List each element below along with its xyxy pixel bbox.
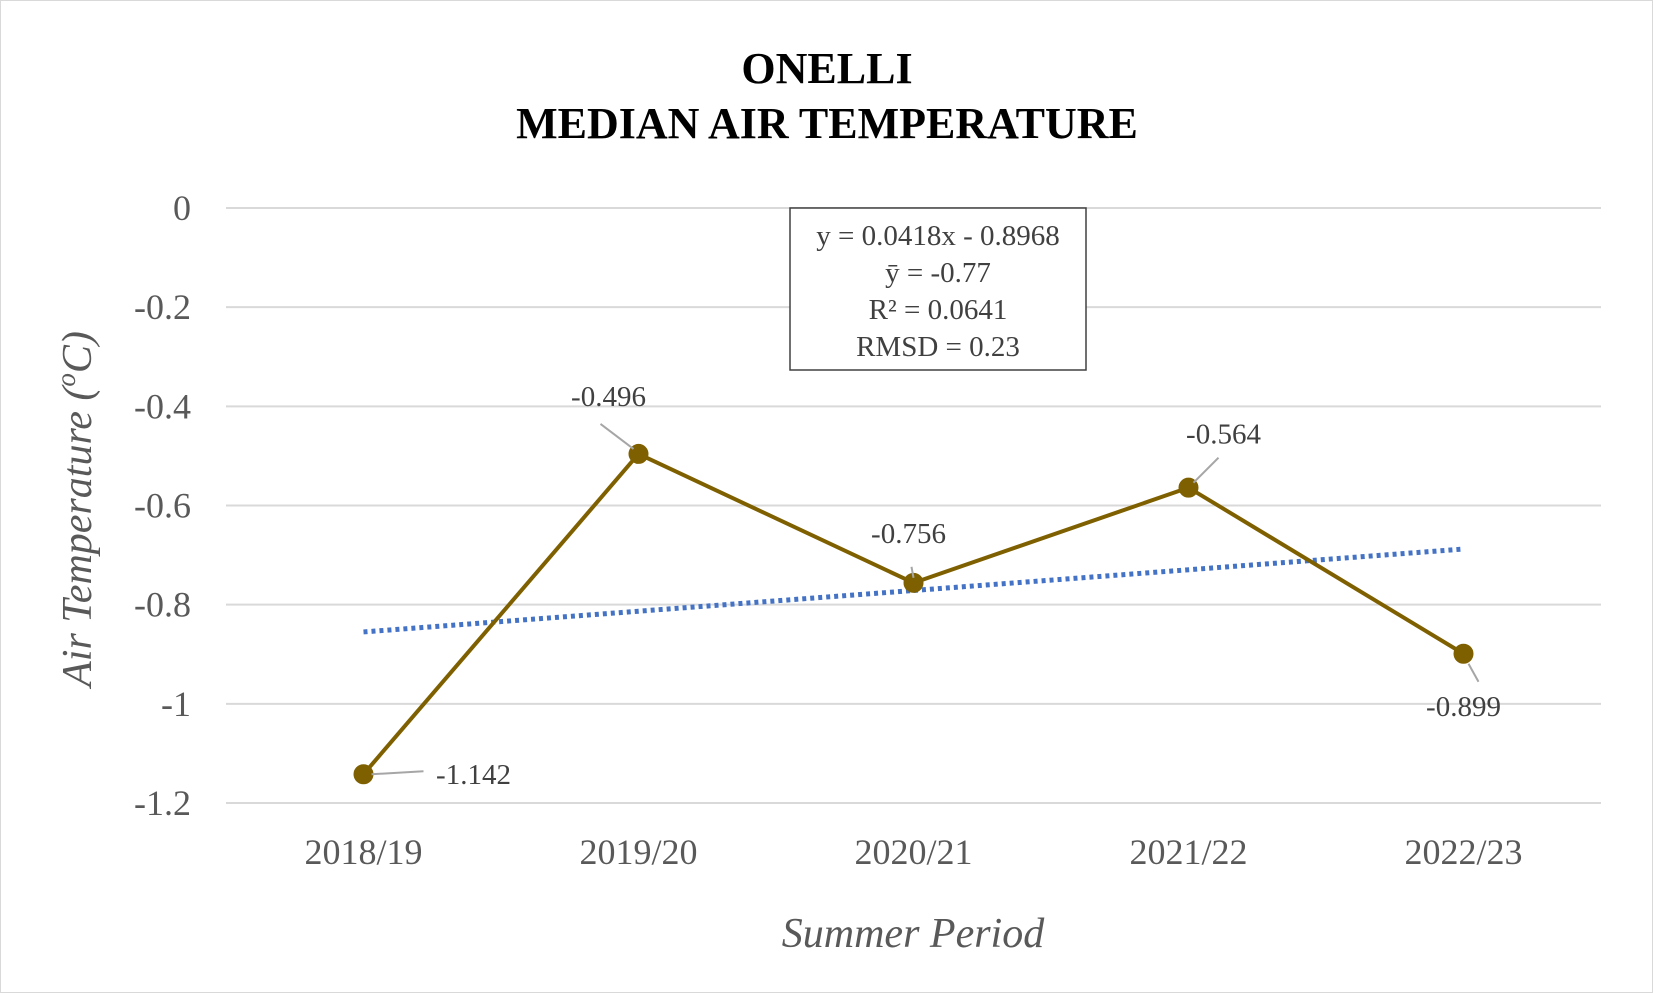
y-axis-title-superscript: o — [51, 373, 81, 387]
y-axis-title-part: Air Temperature ( — [55, 384, 101, 690]
data-label: -0.899 — [1426, 691, 1501, 723]
y-tick-label: -0.2 — [134, 287, 191, 327]
data-series — [353, 443, 1474, 785]
chart-title-line: ONELLI — [741, 44, 912, 93]
y-axis-title-part: C) — [55, 331, 101, 373]
x-tick-label: 2019/20 — [579, 832, 697, 872]
x-axis-ticks: 2018/19 2019/20 2020/21 2021/22 2022/23 — [304, 832, 1522, 872]
x-tick-label: 2018/19 — [304, 832, 422, 872]
series-line — [361, 451, 1465, 776]
data-label-leader — [910, 566, 915, 579]
stats-line: RMSD = 0.23 — [856, 331, 1020, 363]
data-label: -0.756 — [871, 518, 946, 550]
data-label-leader — [371, 770, 424, 776]
y-tick-label: -0.4 — [134, 386, 191, 426]
data-point — [628, 443, 649, 464]
y-axis-title: Air Temperature (oC) — [51, 331, 101, 690]
y-tick-label: 0 — [173, 188, 191, 228]
y-tick-label: -1.2 — [134, 783, 191, 823]
data-labels: -1.142 -0.496 -0.756 -0.564 -0.899 — [371, 381, 1501, 791]
chart-title-line: MEDIAN AIR TEMPERATURE — [516, 99, 1138, 148]
data-label: -0.496 — [571, 381, 646, 413]
stats-line: ȳ = -0.77 — [885, 257, 991, 289]
x-axis-title: Summer Period — [782, 911, 1045, 957]
data-point — [353, 764, 374, 785]
data-point — [1178, 477, 1199, 498]
x-tick-label: 2021/22 — [1129, 832, 1247, 872]
x-tick-label: 2022/23 — [1404, 832, 1522, 872]
gridlines — [226, 207, 1601, 804]
chart-title: ONELLI MEDIAN AIR TEMPERATURE — [516, 44, 1138, 148]
data-label-leader — [1192, 456, 1220, 484]
stats-box-frame — [789, 207, 1087, 371]
data-label-leader — [1467, 663, 1480, 683]
y-tick-label: -0.8 — [134, 585, 191, 625]
data-point — [1453, 643, 1474, 664]
data-label: -0.564 — [1186, 419, 1261, 451]
data-label-leader — [599, 423, 635, 450]
x-tick-label: 2020/21 — [854, 832, 972, 872]
y-axis-ticks: 0 -0.2 -0.4 -0.6 -0.8 -1 -1.2 — [134, 188, 191, 823]
stats-box: y = 0.0418x - 0.8968 ȳ = -0.77 R² = 0.0641… — [789, 207, 1087, 371]
y-tick-label: -0.6 — [134, 486, 191, 526]
stats-line: y = 0.0418x - 0.8968 — [816, 220, 1060, 252]
y-tick-label: -1 — [161, 684, 191, 724]
stats-line: R² = 0.0641 — [869, 294, 1008, 326]
data-label: -1.142 — [436, 759, 511, 791]
